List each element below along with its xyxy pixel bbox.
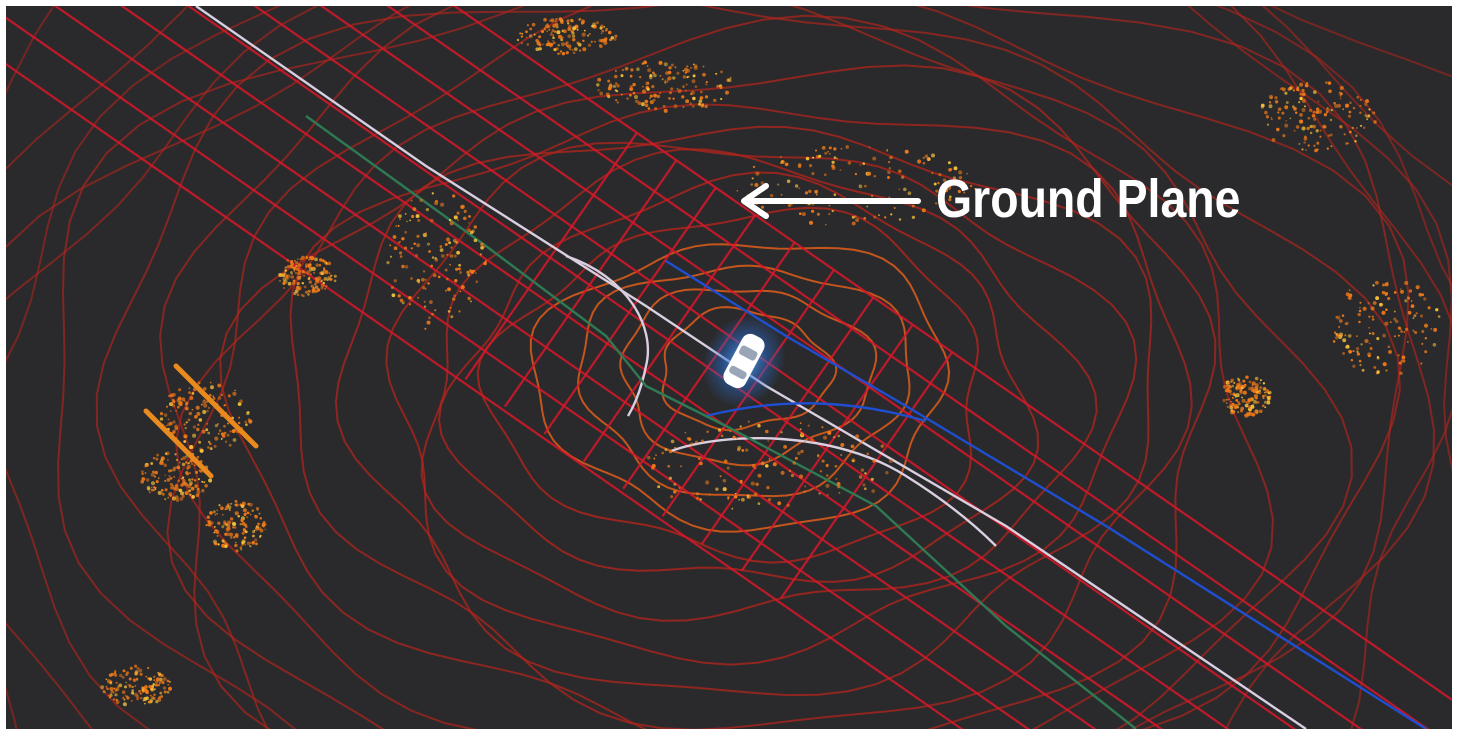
point-cluster [736, 145, 977, 226]
grid-line [452, 6, 1452, 702]
car-icon [723, 333, 765, 389]
ground-plane-label: Ground Plane [936, 169, 1241, 229]
lane-line-white-lower [670, 437, 997, 547]
point-cluster [1332, 280, 1441, 375]
foliage-point-clusters [100, 17, 1441, 707]
grid-line [740, 324, 914, 572]
grid-line [701, 296, 875, 545]
scan-ring [385, 141, 1138, 666]
grid-line [779, 351, 954, 600]
grid-line [503, 159, 678, 408]
point-cluster [596, 60, 732, 113]
grid-line [582, 214, 757, 463]
grid-line [6, 16, 1031, 729]
scan-ring [476, 206, 980, 564]
lane-line-blue-lower [705, 402, 927, 423]
point-cluster [159, 381, 253, 453]
grid-line [319, 6, 1363, 729]
grid-line [53, 6, 1097, 729]
scan-ring [159, 6, 1401, 729]
scan-ring [334, 125, 1153, 697]
scan-ring [529, 243, 951, 533]
lidar-scene [6, 6, 1452, 729]
lane-line-blue [665, 259, 1427, 729]
point-cluster [278, 255, 337, 298]
scan-ring [289, 103, 1193, 729]
scan-ring [166, 6, 1353, 729]
point-cluster [1260, 81, 1377, 153]
wall-streak [173, 363, 259, 449]
scan-ring [437, 171, 1040, 583]
grid-line [120, 6, 1164, 729]
lane-line-white [195, 6, 1307, 729]
point-cluster [516, 17, 618, 56]
grid-line [464, 132, 638, 380]
grid-line [386, 6, 1430, 729]
lane-line-white-curve [565, 254, 650, 417]
point-cluster [140, 451, 213, 502]
lane-lines [195, 6, 1427, 729]
point-cluster [100, 664, 172, 707]
scan-ring [219, 64, 1217, 729]
scan-rings [6, 6, 1452, 729]
scan-ring [661, 306, 838, 432]
wall-streak [143, 408, 214, 479]
point-cluster [646, 420, 893, 510]
point-cluster [386, 192, 487, 330]
lane-line-green [305, 115, 1137, 729]
scan-ring [57, 6, 1435, 729]
point-cluster [205, 499, 267, 553]
left-arrow-icon [741, 183, 921, 219]
scan-ring [95, 6, 1410, 729]
scan-ring [619, 288, 878, 467]
lidar-point-cloud-view: Ground Plane [6, 6, 1452, 729]
point-cluster [1222, 375, 1272, 418]
scan-ring [174, 14, 1274, 729]
grid-line [543, 187, 717, 435]
vehicle [702, 314, 786, 408]
grid-line [6, 62, 964, 729]
